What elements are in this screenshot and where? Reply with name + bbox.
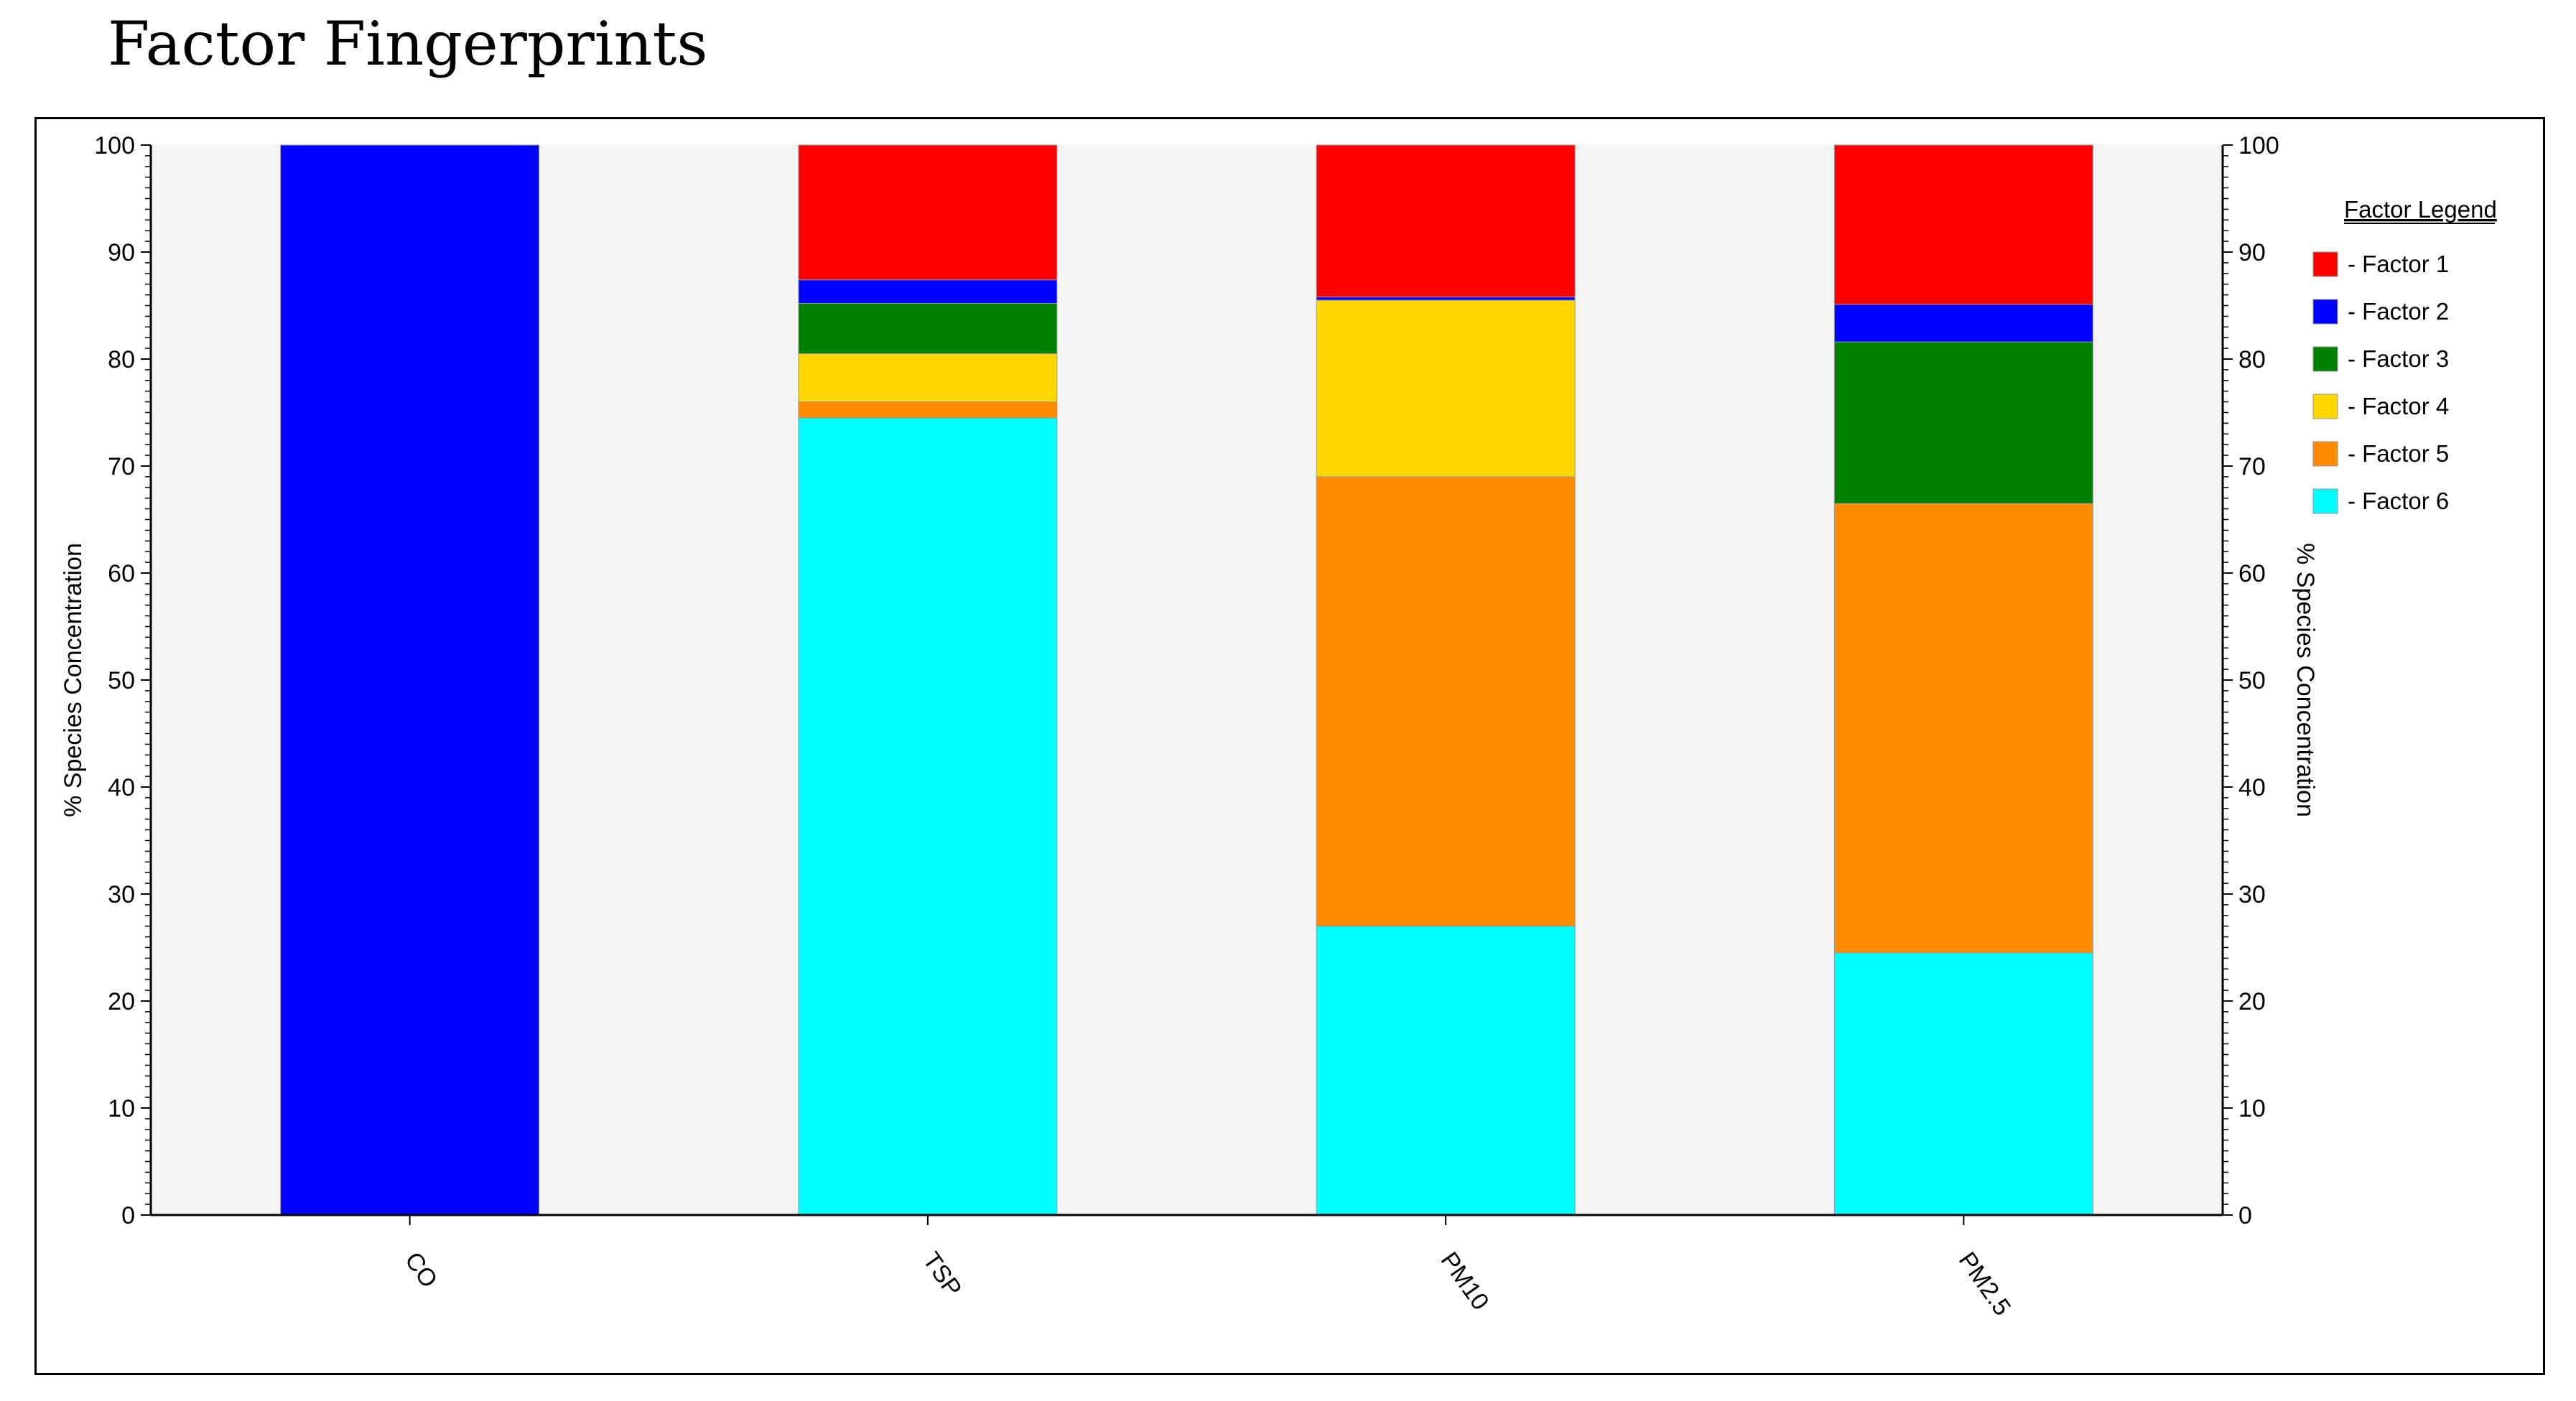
bar-segment-factor-2-tsp [798, 279, 1058, 304]
y-tick-label-right: 100 [2238, 132, 2279, 159]
legend-title: Factor Legend [2344, 196, 2497, 223]
y-tick-label-right: 0 [2238, 1202, 2252, 1229]
y-tick-label-right: 10 [2238, 1095, 2266, 1122]
y-tick-label-left: 10 [108, 1095, 135, 1122]
y-tick-label-left: 30 [108, 881, 135, 908]
y-tick-label-left: 80 [108, 346, 135, 373]
legend-label-factor-5: - Factor 5 [2348, 440, 2449, 467]
y-tick-label-right: 30 [2238, 881, 2266, 908]
bar-segment-factor-1-tsp [798, 144, 1058, 281]
x-tick-label: CO [399, 1247, 442, 1293]
bar-segment-factor-2-co [280, 144, 540, 1216]
bar-segment-factor-1-pm10 [1316, 144, 1576, 298]
y-tick-label-left: 100 [94, 132, 135, 159]
legend-layer: Factor Legend - Factor 1 - Factor 2 - Facto… [2312, 196, 2497, 514]
bar-segment-factor-2-pm10 [1316, 297, 1576, 301]
y-tick-label-right: 40 [2238, 774, 2266, 801]
legend-swatch-factor-5 [2312, 441, 2338, 467]
bar-segment-factor-4-tsp [798, 353, 1058, 403]
y-tick-label-right: 20 [2238, 988, 2266, 1015]
y-tick-label-right: 50 [2238, 667, 2266, 694]
legend-label-factor-3: - Factor 3 [2348, 345, 2449, 372]
legend-label-factor-2: - Factor 2 [2348, 298, 2449, 325]
bar-segment-factor-1-pm25 [1833, 144, 2093, 305]
legend-label-factor-1: - Factor 1 [2348, 251, 2449, 277]
y-tick-label-left: 50 [108, 667, 135, 694]
legend-swatch-factor-2 [2312, 299, 2338, 325]
y-tick-label-left: 40 [108, 774, 135, 801]
x-tick-label: PM10 [1436, 1247, 1494, 1316]
y-tick-label-right: 90 [2238, 239, 2266, 266]
y-tick-label-right: 80 [2238, 346, 2266, 373]
bars-layer [280, 144, 2093, 1216]
bar-segment-factor-4-pm10 [1316, 299, 1576, 478]
y-axis-title-right: % Species Concentration [2292, 543, 2319, 817]
bar-segment-factor-3-pm25 [1833, 341, 2093, 504]
legend-label-factor-4: - Factor 4 [2348, 393, 2449, 419]
x-tick-label: PM2.5 [1953, 1247, 2016, 1321]
chart-frame: 0 0 10 10 20 20 30 30 40 40 50 50 60 60 70 70 80 80 90 90 10… [34, 117, 2545, 1375]
bar-segment-factor-5-tsp [798, 401, 1058, 419]
y-tick-label-right: 70 [2238, 453, 2266, 480]
y-tick-label-right: 60 [2238, 560, 2266, 587]
legend-swatch-factor-4 [2312, 394, 2338, 419]
y-tick-label-left: 90 [108, 239, 135, 266]
bar-segment-factor-2-pm25 [1833, 304, 2093, 343]
page-title: Factor Fingerprints [108, 9, 708, 79]
y-tick-label-left: 70 [108, 453, 135, 480]
y-tick-label-left: 0 [121, 1202, 135, 1229]
bar-segment-factor-3-tsp [798, 303, 1058, 355]
bar-segment-factor-5-pm25 [1833, 503, 2093, 954]
legend-swatch-factor-3 [2312, 346, 2338, 372]
x-tick-label: TSP [917, 1247, 967, 1302]
stacked-bar-chart: 0 0 10 10 20 20 30 30 40 40 50 50 60 60 70 70 80 80 90 90 10… [60, 132, 2497, 1321]
legend-swatch-factor-1 [2312, 251, 2338, 277]
legend-swatch-factor-6 [2312, 488, 2338, 514]
y-tick-label-left: 60 [108, 560, 135, 587]
legend-label-factor-6: - Factor 6 [2348, 488, 2449, 514]
bar-segment-factor-6-tsp [798, 417, 1058, 1216]
bar-segment-factor-5-pm10 [1316, 476, 1576, 927]
y-tick-label-left: 20 [108, 988, 135, 1015]
bar-segment-factor-6-pm10 [1316, 926, 1576, 1216]
bar-segment-factor-6-pm25 [1833, 952, 2093, 1216]
y-axis-title-left: % Species Concentration [60, 543, 87, 817]
